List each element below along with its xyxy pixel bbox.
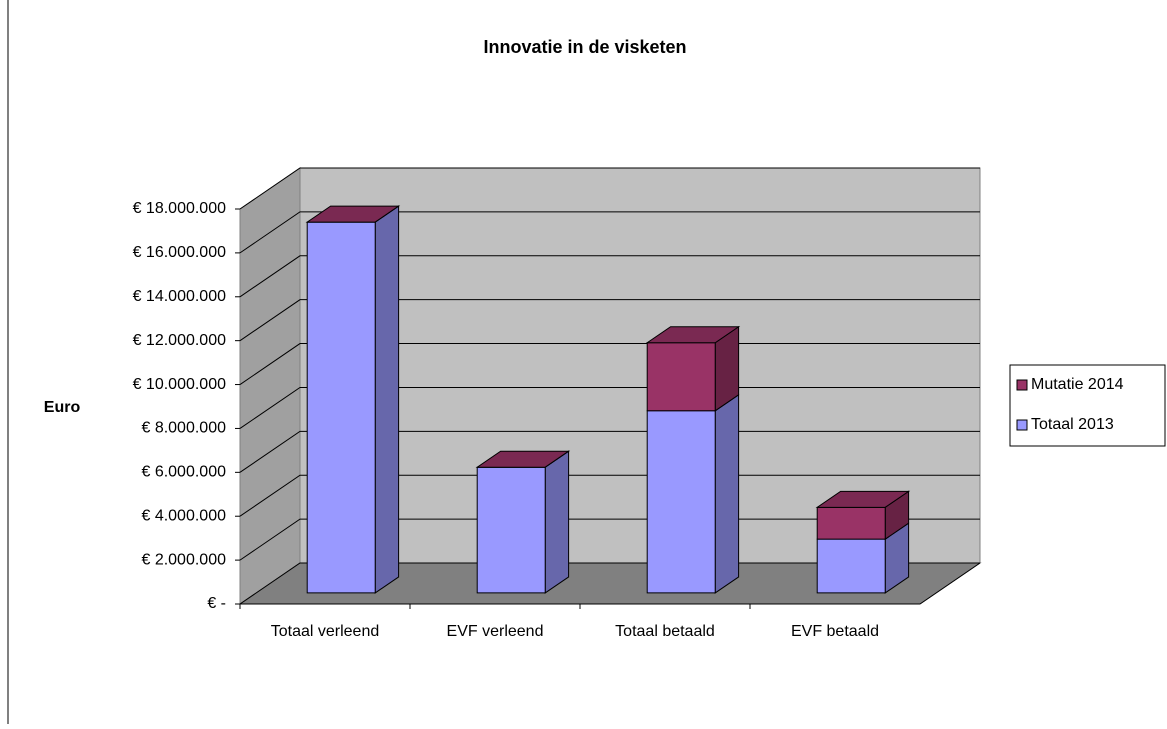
y-tick-label: € 10.000.000	[133, 376, 227, 393]
x-tick-label: Totaal verleend	[271, 623, 380, 640]
bar-top	[815, 490, 911, 508]
legend-label: Mutatie 2014	[1031, 376, 1124, 393]
x-axis-depth	[919, 562, 981, 605]
side-wall	[239, 167, 301, 605]
bar	[476, 466, 546, 594]
grid-line	[239, 386, 980, 429]
x-tick-label: EVF verleend	[447, 623, 544, 640]
y-tick-label: € 12.000.000	[133, 332, 227, 349]
y-axis-label: Euro	[44, 399, 81, 416]
y-tick-label: € 16.000.000	[133, 244, 227, 261]
bar	[646, 410, 716, 594]
bar-top	[305, 205, 401, 223]
grid-line	[239, 299, 980, 342]
grid-line	[239, 430, 980, 473]
y-tick-label: € 2.000.000	[141, 551, 226, 568]
legend-swatch	[1016, 379, 1028, 391]
y-tick-label: € 14.000.000	[133, 288, 227, 305]
legend-swatch	[1016, 419, 1028, 431]
bar-top	[475, 450, 571, 468]
bar-side	[544, 450, 570, 594]
chart-title: Innovatie in de visketen	[483, 37, 686, 57]
grid-line	[239, 474, 980, 517]
bar-side	[374, 205, 400, 594]
x-tick-label: Totaal betaald	[615, 623, 715, 640]
y-tick-label: € -	[207, 595, 226, 612]
x-tick-label: EVF betaald	[791, 623, 879, 640]
y-tick-label: € 4.000.000	[141, 507, 226, 524]
legend-label: Totaal 2013	[1031, 416, 1114, 433]
y-tick-label: € 6.000.000	[141, 464, 226, 481]
bar-side	[714, 393, 740, 594]
grid-line	[239, 518, 980, 561]
grid-line	[239, 255, 980, 298]
bar	[646, 342, 716, 412]
legend	[1009, 364, 1166, 447]
y-tick-label: € 8.000.000	[141, 420, 226, 437]
bar	[816, 538, 886, 594]
grid-line	[239, 562, 980, 605]
grid-line	[239, 167, 980, 210]
bar-top	[645, 326, 741, 344]
bar	[816, 506, 886, 540]
y-tick-label: € 18.000.000	[133, 200, 227, 217]
grid-line	[239, 211, 980, 254]
bar	[306, 221, 376, 594]
grid-line	[239, 343, 980, 385]
